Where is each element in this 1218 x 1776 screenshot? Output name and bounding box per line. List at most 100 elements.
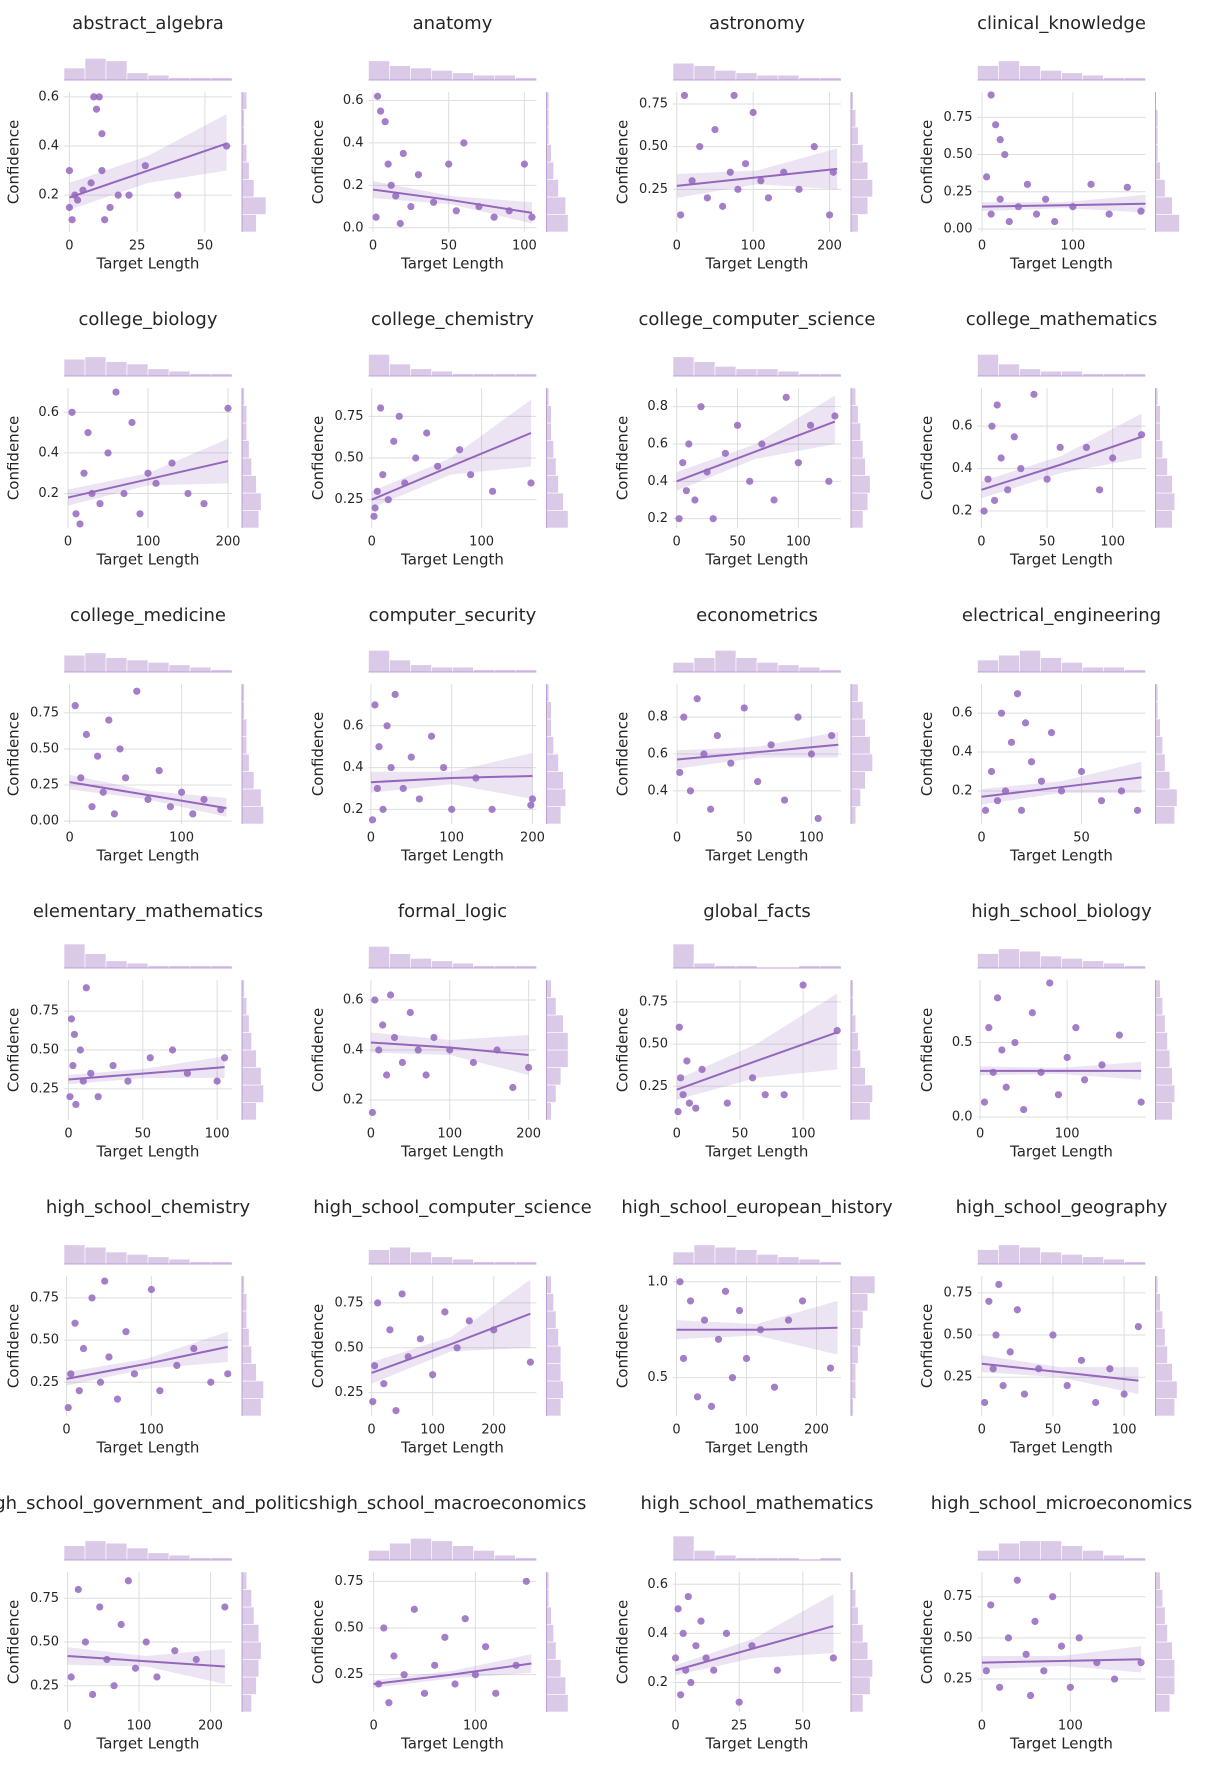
x-tick-label: 200	[198, 1719, 223, 1734]
x-tick-label: 100	[1060, 239, 1085, 254]
y-axis-label: Confidence	[309, 1600, 327, 1684]
point	[416, 1335, 425, 1343]
y-histogram-bar	[1155, 1310, 1163, 1329]
point	[481, 1643, 490, 1651]
point	[82, 984, 90, 992]
point	[726, 168, 734, 176]
x-tick-label: 100	[205, 1127, 230, 1142]
point	[429, 1371, 437, 1379]
point	[1001, 150, 1009, 159]
x-axis-label: Target Length	[400, 255, 504, 273]
y-axis-label: Confidence	[614, 120, 632, 204]
point	[407, 753, 415, 761]
point	[117, 1620, 125, 1629]
x-histogram-bar	[777, 1256, 800, 1265]
chart-title: clinical_knowledge	[977, 13, 1146, 34]
point	[67, 1673, 75, 1681]
point	[1032, 210, 1041, 218]
point	[379, 471, 387, 479]
y-histogram-bar	[1155, 422, 1161, 441]
point	[386, 991, 395, 999]
point	[67, 1015, 76, 1023]
point	[74, 1585, 82, 1594]
x-histogram-bar	[410, 664, 432, 673]
x-axis-label: Target Length	[1009, 1439, 1113, 1457]
regression-line	[371, 432, 532, 501]
x-histogram-bar	[147, 74, 170, 81]
point	[679, 1354, 688, 1363]
point	[988, 422, 996, 430]
point	[109, 1061, 117, 1070]
y-axis-label: Confidence	[614, 1600, 632, 1684]
y-histogram-bar	[241, 1606, 255, 1625]
point	[682, 487, 690, 495]
point	[997, 709, 1006, 717]
x-tick-label: 100	[786, 535, 811, 550]
point	[999, 1382, 1007, 1390]
point	[488, 487, 497, 495]
y-tick-label: 0.25	[944, 184, 973, 199]
x-histogram-bar	[431, 960, 453, 969]
point	[703, 194, 711, 202]
point	[693, 695, 701, 703]
point	[1006, 1348, 1014, 1356]
y-tick-label: 0.2	[343, 178, 364, 193]
y-tick-label: 0.4	[38, 139, 59, 154]
point	[429, 198, 438, 206]
x-histogram-bar	[693, 1550, 716, 1561]
y-tick-label: 0.4	[343, 760, 364, 775]
point	[810, 143, 818, 151]
y-tick-label: 0.0	[343, 220, 364, 235]
y-tick-label: 0.6	[38, 405, 59, 420]
y-histogram-bar	[241, 806, 264, 825]
point	[445, 160, 453, 168]
point	[707, 1402, 716, 1411]
confidence-band	[676, 1300, 838, 1355]
x-histogram-bar	[63, 358, 86, 377]
x-tick-label: 200	[804, 1423, 829, 1438]
x-histogram-bar	[84, 652, 107, 673]
point	[84, 429, 92, 437]
y-histogram-bar	[546, 997, 557, 1016]
point	[1097, 797, 1106, 805]
x-tick-label: 50	[795, 1719, 812, 1734]
point	[770, 496, 778, 504]
point	[68, 408, 76, 416]
point	[171, 1647, 179, 1655]
x-axis-label: Target Length	[1009, 1735, 1113, 1753]
point	[98, 166, 106, 175]
y-histogram-bar	[850, 179, 873, 198]
point	[676, 768, 684, 777]
x-histogram-bar	[473, 1550, 495, 1561]
y-axis-label: Confidence	[5, 120, 23, 204]
x-histogram-bar	[798, 666, 821, 673]
point	[379, 805, 387, 813]
y-tick-label: 0.4	[647, 474, 668, 489]
y-tick-label: 0.4	[343, 135, 364, 150]
chart-title: astronomy	[709, 13, 805, 34]
y-histogram-bar	[546, 161, 554, 180]
x-tick-label: 0	[369, 1719, 377, 1734]
y-tick-label: 0.25	[30, 778, 59, 793]
y-tick-label: 0.75	[639, 96, 668, 111]
x-histogram-bar	[147, 1256, 170, 1265]
y-histogram-bar	[850, 683, 859, 702]
x-histogram-bar	[84, 58, 107, 81]
x-histogram-bar	[1019, 368, 1041, 377]
y-tick-label: 0.4	[647, 783, 668, 798]
y-histogram-bar	[850, 753, 873, 772]
x-histogram-bar	[1061, 370, 1083, 377]
x-tick-label: 0	[367, 1127, 375, 1142]
point	[386, 1326, 394, 1334]
y-histogram-bar	[850, 457, 866, 476]
point	[825, 477, 833, 485]
y-histogram-bar	[850, 440, 864, 459]
y-histogram-bar	[1155, 1589, 1163, 1608]
point	[697, 403, 705, 411]
x-histogram-bar	[368, 1249, 390, 1265]
y-histogram-bar	[241, 1102, 257, 1121]
point	[1005, 217, 1013, 226]
y-tick-label: 0.75	[335, 1574, 364, 1589]
point	[696, 143, 704, 151]
point	[1037, 777, 1046, 785]
